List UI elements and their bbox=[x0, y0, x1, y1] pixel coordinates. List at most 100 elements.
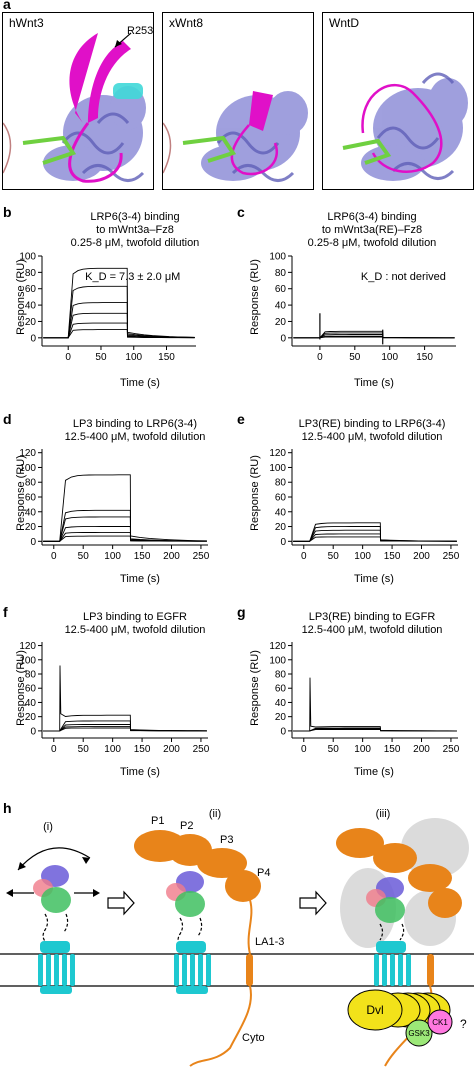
x-tick-label: 250 bbox=[443, 551, 460, 562]
panel-e-title: LP3(RE) binding to LRP6(3-4) 12.5-400 μM… bbox=[272, 418, 472, 444]
sensorgram-d: 0 20 40 60 80 100 120 0 50 100 150 200 250 bbox=[19, 448, 210, 562]
label-p1: P1 bbox=[151, 815, 164, 827]
lrp-p3 bbox=[197, 848, 247, 878]
y-tick-label: 120 bbox=[269, 641, 286, 652]
sensorgram-c: 0 20 40 60 80 100 0 50 100 150 K_D : not derived bbox=[269, 252, 456, 363]
panel-c-title-line-3: 0.25-8 μM, twofold dilution bbox=[307, 237, 437, 249]
panel-d-xlabel: Time (s) bbox=[120, 573, 160, 585]
x-tick-label: 0 bbox=[65, 352, 71, 363]
x-tick-label: 100 bbox=[104, 744, 121, 755]
y-tick-label: 20 bbox=[25, 522, 37, 533]
x-tick-label: 200 bbox=[163, 551, 180, 562]
x-tick-label: 50 bbox=[328, 551, 340, 562]
panel-g-title: LP3(RE) binding to EGFR 12.5-400 μM, two… bbox=[272, 611, 472, 637]
label-p3: P3 bbox=[220, 834, 233, 846]
x-tick-label: 100 bbox=[381, 352, 398, 363]
panel-label-c: c bbox=[237, 204, 245, 220]
x-tick-label: 200 bbox=[163, 744, 180, 755]
y-tick-label: 40 bbox=[275, 301, 287, 312]
sensorgram-curve bbox=[293, 529, 457, 542]
structure-xwnt8-image bbox=[163, 91, 308, 182]
y-tick-label: 80 bbox=[25, 478, 37, 489]
y-tick-label: 40 bbox=[25, 698, 37, 709]
sensorgram-curve bbox=[293, 336, 455, 339]
x-tick-label: 50 bbox=[78, 551, 90, 562]
x-tick-label: 150 bbox=[416, 352, 433, 363]
label-p4: P4 bbox=[257, 867, 270, 879]
x-tick-label: 150 bbox=[134, 551, 151, 562]
y-tick-label: 100 bbox=[19, 655, 36, 666]
y-tick-label: 60 bbox=[275, 684, 287, 695]
x-tick-label: 100 bbox=[125, 352, 142, 363]
panel-label-a: a bbox=[3, 0, 11, 12]
structure-name-hwnt3: hWnt3 bbox=[9, 16, 44, 30]
y-tick-label: 0 bbox=[280, 537, 286, 548]
panel-label-b: b bbox=[3, 204, 12, 220]
panel-b-title-line-3: 0.25-8 μM, twofold dilution bbox=[70, 237, 200, 249]
step-label-ii: (ii) bbox=[209, 808, 221, 820]
kd-annotation: K_D = 7.3 ± 2.0 μM bbox=[85, 271, 180, 283]
panel-c-title: LRP6(3-4) binding to mWnt3a(RE)–Fz8 0.25… bbox=[272, 211, 472, 250]
structure-hwnt3-image: R253 bbox=[3, 25, 153, 183]
lrp-p4 bbox=[225, 870, 261, 902]
x-tick-label: 250 bbox=[193, 551, 210, 562]
panel-b-title-line-1: LRP6(3-4) binding bbox=[90, 211, 180, 223]
sensorgram-curve bbox=[43, 322, 195, 339]
x-tick-label: 0 bbox=[51, 744, 57, 755]
y-tick-label: 20 bbox=[275, 317, 287, 328]
sensorgram-curve bbox=[293, 533, 457, 542]
y-tick-label: 40 bbox=[25, 507, 37, 518]
y-tick-label: 80 bbox=[275, 670, 287, 681]
panel-b-xlabel: Time (s) bbox=[120, 377, 160, 389]
structure-box-xwnt8: xWnt8 bbox=[162, 12, 314, 190]
label-gsk3: GSK3 bbox=[408, 1029, 430, 1038]
x-tick-label: 250 bbox=[443, 744, 460, 755]
label-ck1: CK1 bbox=[432, 1018, 448, 1027]
y-tick-label: 0 bbox=[30, 726, 36, 737]
x-tick-label: 150 bbox=[384, 744, 401, 755]
panel-label-f: f bbox=[3, 604, 8, 620]
panel-e-title-line-2: 12.5-400 μM, twofold dilution bbox=[301, 431, 443, 443]
sensorgram-curve bbox=[43, 516, 207, 542]
sensorgram-e: 0 20 40 60 80 100 120 0 50 100 150 200 250 bbox=[269, 448, 460, 562]
y-tick-label: 100 bbox=[19, 463, 36, 474]
panel-h-model: (i) (ii) (iii) bbox=[0, 808, 474, 1067]
sensorgram-curve bbox=[43, 312, 195, 339]
structure-name-wntd: WntD bbox=[329, 16, 359, 30]
x-tick-label: 100 bbox=[354, 744, 371, 755]
panel-c-title-line-2: to mWnt3a(RE)–Fz8 bbox=[321, 224, 423, 236]
y-tick-label: 60 bbox=[25, 684, 37, 695]
y-tick-label: 20 bbox=[25, 712, 37, 723]
panel-f-title-line-2: 12.5-400 μM, twofold dilution bbox=[64, 624, 206, 636]
y-tick-label: 100 bbox=[269, 655, 286, 666]
sensorgram-curve bbox=[43, 526, 207, 542]
sensorgram-curve bbox=[43, 302, 195, 339]
panel-g-title-line-2: 12.5-400 μM, twofold dilution bbox=[301, 624, 443, 636]
x-tick-label: 150 bbox=[384, 551, 401, 562]
complex-iii: Dvl GSK3 CK1 ? bbox=[336, 818, 469, 1067]
panel-label-h: h bbox=[3, 800, 12, 816]
y-tick-label: 0 bbox=[30, 537, 36, 548]
annotation-r253: R253 bbox=[127, 25, 153, 37]
y-tick-label: 60 bbox=[275, 493, 287, 504]
hollow-arrow-2 bbox=[299, 890, 327, 916]
x-tick-label: 0 bbox=[317, 352, 323, 363]
x-tick-label: 150 bbox=[158, 352, 175, 363]
y-tick-label: 80 bbox=[275, 268, 287, 279]
y-tick-label: 100 bbox=[269, 252, 286, 263]
sensorgram-g: 0 20 40 60 80 100 120 0 50 100 150 200 250 bbox=[269, 641, 460, 755]
x-tick-label: 50 bbox=[328, 744, 340, 755]
y-tick-label: 100 bbox=[19, 252, 36, 263]
panel-f-xlabel: Time (s) bbox=[120, 766, 160, 778]
y-tick-label: 40 bbox=[275, 698, 287, 709]
x-tick-label: 150 bbox=[134, 744, 151, 755]
structure-wntd-image bbox=[342, 72, 468, 181]
x-tick-label: 200 bbox=[413, 744, 430, 755]
y-tick-label: 100 bbox=[269, 463, 286, 474]
structure-name-xwnt8: xWnt8 bbox=[169, 16, 204, 30]
sensorgram-curve bbox=[43, 720, 207, 732]
label-cyto: Cyto bbox=[242, 1032, 265, 1044]
sensorgram-curve bbox=[43, 285, 195, 339]
y-tick-label: 40 bbox=[275, 507, 287, 518]
sensorgram-curve bbox=[293, 536, 457, 542]
